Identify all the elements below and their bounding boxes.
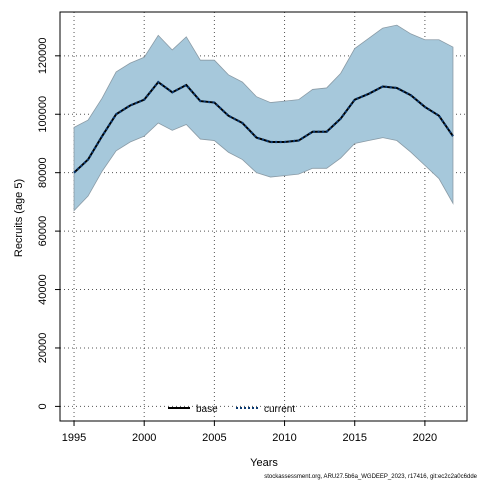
- y-tick-label: 80000: [37, 157, 49, 188]
- y-tick-label: 100000: [37, 96, 49, 133]
- y-tick-label: 40000: [37, 274, 49, 305]
- x-tick-label: 1995: [62, 432, 86, 444]
- x-axis-title: Years: [250, 457, 278, 469]
- plot-border: [59, 11, 468, 422]
- x-tick-label: 2015: [342, 432, 366, 444]
- legend-label-current: current: [264, 404, 295, 415]
- legend-label-base: base: [196, 404, 218, 415]
- x-tick-label: 2000: [132, 432, 156, 444]
- x-axis: 1995 2000 2005 2010 2015 2020: [62, 421, 437, 444]
- x-tick-label: 2005: [202, 432, 226, 444]
- y-tick-label: 60000: [37, 216, 49, 247]
- confidence-band: [73, 24, 454, 212]
- y-tick-label: 120000: [37, 37, 49, 74]
- legend: base current: [168, 404, 295, 415]
- x-tick-label: 2020: [413, 432, 437, 444]
- x-tick-label: 2010: [272, 432, 296, 444]
- plot-frame: [59, 11, 468, 422]
- y-tick-label: 0: [37, 403, 49, 409]
- series-layer: [73, 80, 454, 174]
- footer-credit: stockassessment.org, ARU27.5b6a_WGDEEP_2…: [264, 474, 477, 480]
- y-tick-label: 20000: [37, 333, 49, 364]
- y-axis: 0 20000 40000 60000 80000 100000 120000: [37, 37, 60, 409]
- confidence-band-layer: [73, 24, 454, 212]
- y-axis-title: Recruits (age 5): [13, 179, 25, 257]
- series-line-current: [73, 80, 454, 174]
